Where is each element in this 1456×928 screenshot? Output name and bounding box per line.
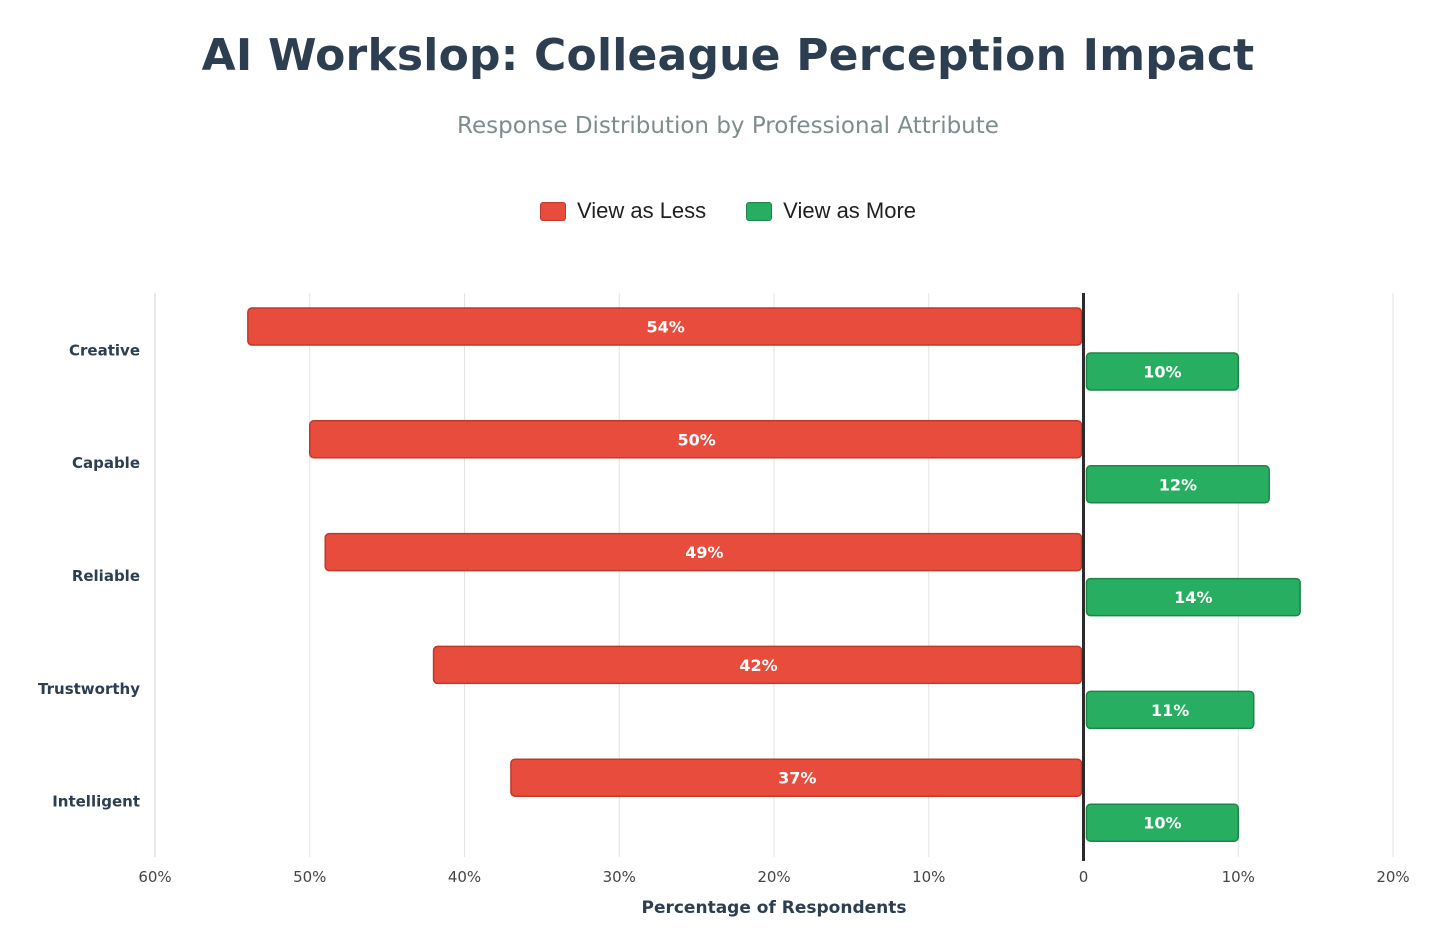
category-label: Reliable [72,567,140,585]
x-tick-label: 20% [757,868,790,886]
bar-value-label: 37% [778,769,816,788]
x-tick-label: 30% [603,868,636,886]
bar-view-as-more[interactable] [1085,465,1270,504]
bar-value-label: 14% [1174,588,1212,607]
chart-subtitle: Response Distribution by Professional At… [457,113,999,139]
legend-label-less: View as Less [576,198,707,223]
bar-view-as-less[interactable] [247,307,1083,346]
bar-value-label: 10% [1143,363,1181,382]
x-tick-label: 20% [1376,868,1409,886]
bar-view-as-more[interactable] [1085,690,1255,730]
bar-value-label: 49% [685,543,723,562]
chart-title: AI Workslop: Colleague Perception Impact [201,30,1255,81]
category-label: Intelligent [52,793,140,811]
bar-value-label: 42% [739,656,777,675]
category-label: Capable [72,454,140,472]
legend-item-more[interactable]: View as More [746,198,916,224]
category-label: Creative [69,341,140,359]
legend-item-less[interactable]: View as Less [539,198,707,224]
bar-view-as-less[interactable] [309,420,1083,459]
legend-swatch-more [746,201,773,221]
x-tick-label: 0 [1079,868,1089,886]
bar-value-label: 11% [1151,701,1189,720]
bar-view-as-more[interactable] [1085,577,1301,617]
bar-view-as-more[interactable] [1085,352,1239,391]
x-tick-label: 60% [138,868,171,886]
legend-swatch-less [539,201,566,221]
x-tick-label: 40% [448,868,481,886]
category-label: Trustworthy [38,680,140,698]
bar-value-label: 50% [677,430,715,449]
x-axis-title: Percentage of Respondents [641,898,906,918]
bar-view-as-less[interactable] [432,645,1083,685]
legend-label-more: View as More [783,198,917,223]
x-tick-label: 10% [912,868,945,886]
bar-value-label: 10% [1143,814,1181,833]
x-tick-label: 50% [293,868,326,886]
bar-view-as-less[interactable] [510,758,1083,797]
legend: View as Less View as More [0,198,1456,224]
bar-view-as-less[interactable] [324,532,1083,572]
bar-value-label: 54% [647,318,685,337]
x-tick-label: 10% [1222,868,1255,886]
bar-view-as-more[interactable] [1085,803,1239,842]
bar-value-label: 12% [1159,475,1197,494]
